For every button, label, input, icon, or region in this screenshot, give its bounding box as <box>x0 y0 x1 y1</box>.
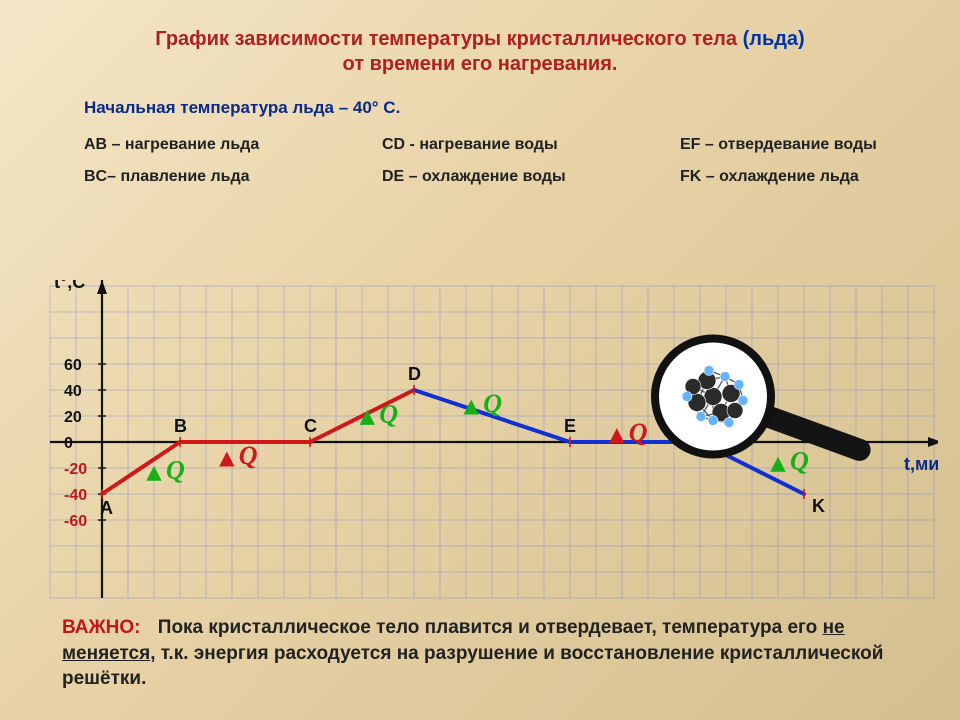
legend-cd: CD - нагревание воды <box>382 136 642 154</box>
legend-ab: AB – нагревание льда <box>84 136 344 154</box>
legend-ef: EF – отвердевание воды <box>680 136 940 154</box>
q-marker-icon <box>609 428 624 443</box>
legend-row-1: AB – нагревание льда CD - нагревание вод… <box>84 136 960 154</box>
important-note: ВАЖНО: Пока кристаллическое тело плавитс… <box>62 615 902 692</box>
point-label: B <box>174 416 187 436</box>
legend-row-2: BC– плавление льда DE – охлаждение воды … <box>84 168 960 186</box>
y-tick-label: 20 <box>64 409 82 426</box>
x-axis-label: t,мин <box>904 454 938 474</box>
legend-block: AB – нагревание льда CD - нагревание вод… <box>84 136 960 186</box>
title-block: График зависимости температуры кристалли… <box>0 0 960 76</box>
legend-de: DE – охлаждение воды <box>382 168 642 186</box>
legend-bc: BC– плавление льда <box>84 168 344 186</box>
y-tick-label: 40 <box>64 383 82 400</box>
q-label: Q <box>239 441 258 470</box>
y-tick-label: 0 <box>64 435 73 452</box>
q-label: Q <box>166 456 185 485</box>
title-text-a: График зависимости температуры кристалли… <box>155 28 742 50</box>
important-label: ВАЖНО: <box>62 617 141 638</box>
page-root: График зависимости температуры кристалли… <box>0 0 960 720</box>
point-label: K <box>812 496 825 516</box>
y-axis-label: t°,С <box>54 280 85 292</box>
initial-temp-text: Начальная температура льда – 40° С. <box>84 98 960 118</box>
magnifier-handle-icon <box>766 416 860 450</box>
q-label: Q <box>790 446 809 475</box>
important-text-a: Пока кристаллическое тело плавится и отв… <box>158 617 823 638</box>
q-label: Q <box>629 418 648 447</box>
point-label: D <box>408 364 421 384</box>
y-tick-label: 60 <box>64 357 82 374</box>
y-tick-label: -60 <box>64 513 87 530</box>
legend-fk: FK – охлаждение льда <box>680 168 940 186</box>
q-marker-icon <box>770 457 785 472</box>
title-line2: от времени его нагревания. <box>0 53 960 76</box>
q-label: Q <box>379 400 398 429</box>
point-label: A <box>100 498 113 518</box>
point-label: E <box>564 416 576 436</box>
q-marker-icon <box>219 452 234 467</box>
q-label: Q <box>483 389 502 418</box>
title-line1: График зависимости температуры кристалли… <box>0 28 960 51</box>
y-tick-label: -20 <box>64 461 87 478</box>
chart-svg: t°,Сt,мин6040200-20-40-60ABCDEFKQQQQQQ <box>18 280 938 620</box>
important-text-b: , т.к. энергия расходуется на разрушение… <box>62 643 883 690</box>
title-highlight: (льда) <box>743 28 805 50</box>
y-tick-label: -40 <box>64 487 87 504</box>
chart-area: t°,Сt,мин6040200-20-40-60ABCDEFKQQQQQQ <box>18 280 938 620</box>
point-label: C <box>304 416 317 436</box>
